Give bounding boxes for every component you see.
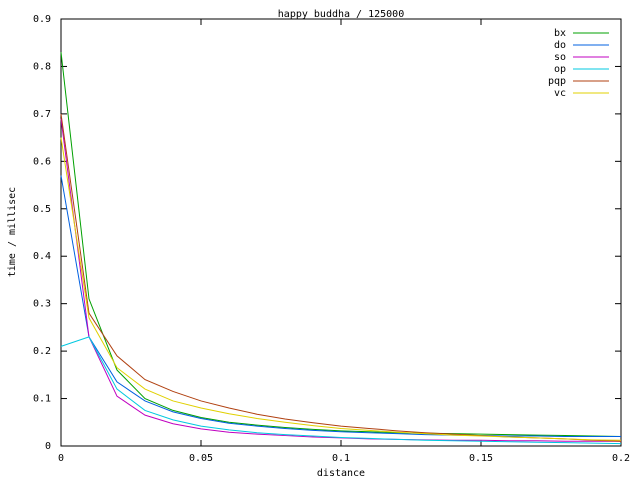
y-tick-label: 0 [45,441,51,452]
legend-label: vc [554,88,566,99]
y-tick-label: 0.7 [33,109,51,120]
legend-label: op [554,64,566,75]
legend-label: pqp [548,76,566,87]
series-line [60,175,621,438]
y-axis-label: time / millisec [7,187,18,277]
series-line [60,137,622,441]
y-tick-label: 0.2 [33,346,51,357]
series-line [60,336,622,445]
series-line [60,118,621,442]
x-tick-label: 0 [58,453,64,464]
x-tick-label: 0.2 [612,453,630,464]
y-tick-label: 0.3 [33,299,51,310]
y-tick-label: 0.5 [33,204,51,215]
legend-label: bx [554,28,566,39]
x-axis-label: distance [317,468,365,479]
y-tick-label: 0.8 [33,61,51,72]
y-tick-label: 0.6 [33,156,51,167]
legend-label: do [554,40,566,51]
x-tick-label: 0.1 [332,453,350,464]
x-tick-label: 0.15 [469,453,493,464]
chart-title: happy buddha / 125000 [278,9,404,20]
legend-label: so [554,52,566,63]
y-tick-label: 0.1 [33,394,51,405]
y-tick-label: 0.4 [33,251,51,262]
x-tick-label: 0.05 [189,453,213,464]
series-line [60,113,622,442]
y-tick-label: 0.9 [33,14,51,25]
plot-border [60,18,622,447]
series-line [60,52,622,438]
